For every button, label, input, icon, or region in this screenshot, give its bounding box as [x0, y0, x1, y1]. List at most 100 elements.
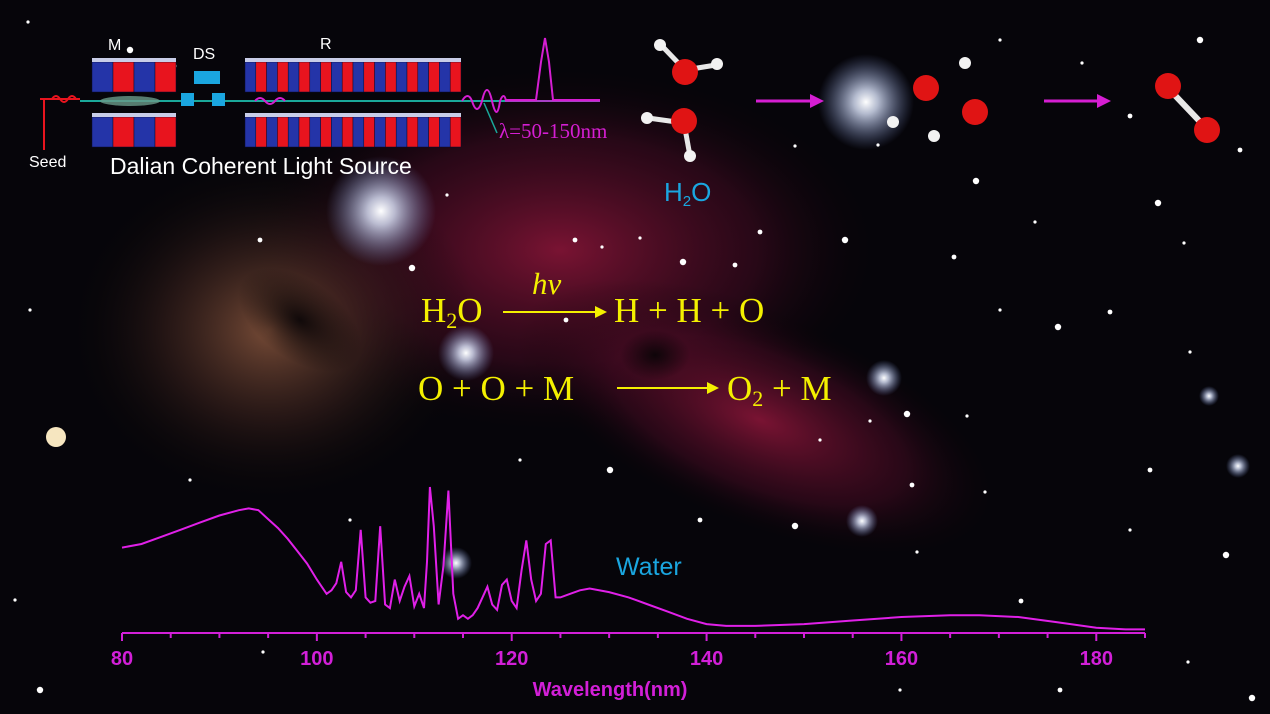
equation-1-left: H2O	[421, 291, 483, 333]
water-molecule-2	[641, 108, 697, 162]
equation-2-arrow	[617, 387, 709, 389]
x-axis-label: Wavelength(nm)	[533, 679, 688, 701]
star	[903, 410, 911, 418]
star	[445, 193, 449, 197]
reaction-arrow-1	[756, 94, 824, 108]
photon-energy-label: hv	[532, 266, 562, 301]
star	[793, 144, 797, 148]
star	[261, 650, 265, 654]
star	[965, 414, 969, 418]
star	[1080, 61, 1084, 65]
star	[257, 237, 263, 243]
star	[841, 236, 849, 244]
star	[757, 229, 763, 235]
spectrum-peak-inset	[505, 37, 600, 101]
reaction-arrow-2	[1044, 94, 1111, 108]
magnet-top-face	[245, 113, 461, 117]
star	[1147, 467, 1153, 473]
magnet-top-face	[245, 58, 461, 62]
star	[1188, 350, 1192, 354]
light-source-title: Dalian Coherent Light Source	[110, 153, 412, 179]
equation-2-left: O + O + M	[418, 369, 575, 408]
star	[972, 177, 980, 185]
star	[791, 522, 799, 530]
star	[868, 419, 872, 423]
wavelength-range-label: λ=50-150nm	[499, 119, 608, 143]
star	[188, 478, 192, 482]
star	[36, 686, 44, 694]
star	[1248, 694, 1256, 702]
dissociated-atoms	[887, 57, 988, 142]
star	[898, 688, 902, 692]
x-tick-label: 80	[111, 648, 133, 670]
star	[679, 258, 687, 266]
water-molecule-1	[654, 39, 723, 85]
star	[1127, 113, 1133, 119]
equation-1-arrowhead	[595, 306, 607, 318]
star	[1107, 309, 1113, 315]
star	[732, 262, 738, 268]
magnet-top-face	[92, 58, 176, 62]
x-tick-label: 100	[300, 648, 333, 670]
equation-1-arrow	[503, 311, 597, 313]
star	[1018, 598, 1024, 604]
star	[1196, 36, 1204, 44]
radiator-label: R	[320, 36, 332, 53]
equation-2-right: O2 + M	[727, 369, 832, 411]
star-field	[13, 20, 1256, 702]
output-pulse	[461, 89, 507, 113]
star	[1057, 687, 1063, 693]
star	[983, 490, 987, 494]
star	[1182, 241, 1186, 245]
star	[1186, 660, 1190, 664]
star	[1222, 551, 1230, 559]
star	[408, 264, 416, 272]
star	[606, 466, 614, 474]
star	[876, 143, 880, 147]
star	[572, 237, 578, 243]
star	[638, 236, 642, 240]
star	[998, 38, 1002, 42]
star	[1054, 323, 1062, 331]
radiator-magnets	[244, 58, 462, 148]
star	[348, 518, 352, 522]
magnet-top-face	[92, 113, 176, 117]
star	[563, 317, 569, 323]
star	[1128, 528, 1132, 532]
star	[1033, 220, 1037, 224]
modulator-label: M	[108, 37, 122, 54]
modulator-magnets	[91, 58, 177, 148]
star	[818, 438, 822, 442]
star	[126, 46, 134, 54]
star	[915, 550, 919, 554]
electron-bunch	[100, 96, 160, 106]
star	[518, 458, 522, 462]
star	[26, 20, 30, 24]
water-spectrum-line	[121, 486, 1145, 631]
x-tick-label: 160	[885, 648, 918, 670]
star	[1154, 199, 1162, 207]
x-tick-label: 140	[690, 648, 723, 670]
star	[28, 308, 32, 312]
seed-label: Seed	[29, 154, 67, 171]
star	[13, 598, 17, 602]
x-ticks: 80 100 120 140 160 180	[111, 633, 1146, 670]
dispersion-section	[181, 71, 225, 106]
seed-laser-arrow	[40, 95, 80, 150]
star	[697, 517, 703, 523]
water-formula-label: H2O	[664, 177, 712, 210]
star	[600, 245, 604, 249]
x-tick-label: 120	[495, 648, 528, 670]
radiated-wave	[254, 97, 286, 105]
dispersion-label: DS	[193, 46, 216, 63]
equation-2-arrowhead	[707, 382, 719, 394]
x-tick-label: 180	[1080, 648, 1113, 670]
star	[909, 482, 915, 488]
star	[998, 308, 1002, 312]
star	[951, 254, 957, 260]
star	[1237, 147, 1243, 153]
